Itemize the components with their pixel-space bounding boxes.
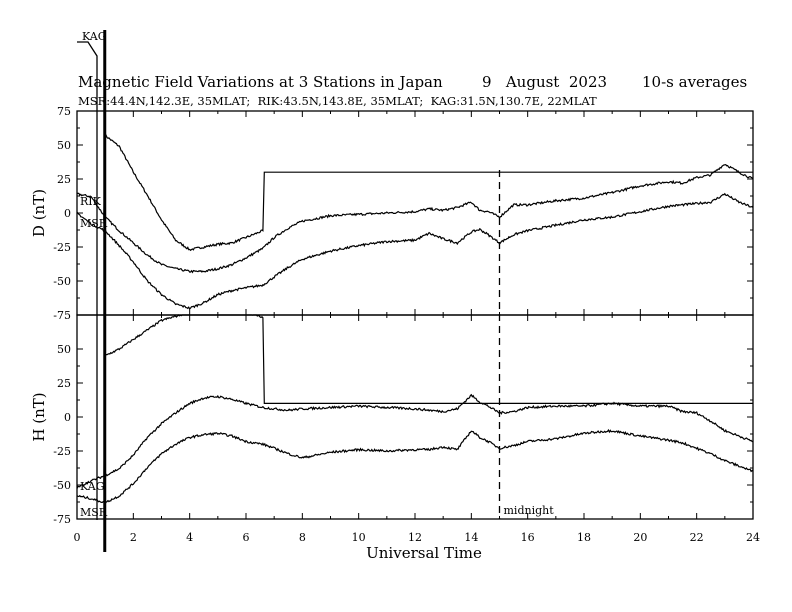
station-label-msr: MSR [80, 506, 108, 519]
y-tick-label: 25 [57, 173, 71, 186]
x-tick-label: 4 [186, 531, 193, 544]
chart-title: Magnetic Field Variations at 3 Stations … [78, 73, 443, 91]
y-tick-label: -75 [53, 513, 71, 526]
chart-averaging: 10-s averages [642, 73, 747, 91]
station-label-kag: KAG [80, 480, 105, 493]
x-tick-label: 8 [299, 531, 306, 544]
y-tick-label: -25 [53, 445, 71, 458]
x-axis-label: Universal Time [366, 544, 482, 562]
y-tick-label: -50 [53, 275, 71, 288]
x-tick-label: 24 [746, 531, 760, 544]
x-tick-label: 6 [243, 531, 250, 544]
y-tick-label: -75 [53, 309, 71, 322]
plot-area: 75 50 25 0 -25 -50 -75 D (nT) RIK MSR 50 25 0 -25 -50 -… [30, 30, 760, 552]
y-tick-label: 75 [57, 105, 71, 118]
series-msr-line [76, 428, 754, 505]
x-tick-label: 2 [130, 531, 137, 544]
y-axis-label: H (nT) [30, 392, 48, 441]
panel-h: 50 25 0 -25 -50 -75 H (nT) KAG MSR [30, 314, 754, 526]
station-label-rik: RIK [80, 195, 102, 208]
series-rik-line [76, 393, 753, 489]
series-rik-line [76, 163, 754, 274]
x-tick-label: 18 [577, 531, 591, 544]
x-tick-label: 22 [690, 531, 704, 544]
x-tick-label: 0 [74, 531, 81, 544]
kag-offscale-trace [77, 41, 98, 520]
kag-offscale-label: KAG [82, 30, 107, 43]
x-tick-label: 14 [464, 531, 478, 544]
x-tick-label: 10 [352, 531, 366, 544]
panel-frame [76, 314, 754, 520]
y-tick-label: 0 [64, 207, 71, 220]
station-info: MSR:44.4N,142.3E, 35MLAT; RIK:43.5N,143.… [78, 94, 597, 108]
chart-date: 9 August 2023 [482, 73, 607, 91]
series-kag-line [103, 314, 753, 488]
station-label-msr: MSR [80, 217, 108, 230]
x-tick-label: 12 [408, 531, 422, 544]
y-tick-label: -25 [53, 241, 71, 254]
y-axis-label: D (nT) [30, 189, 48, 237]
y-tick-label: 0 [64, 411, 71, 424]
y-tick-label: 50 [57, 139, 71, 152]
y-tick-label: 25 [57, 377, 71, 390]
y-tick-label: -50 [53, 479, 71, 492]
x-tick-label: 20 [633, 531, 647, 544]
y-tick-label: 50 [57, 343, 71, 356]
series-kag-line [103, 134, 753, 252]
panel-d: 75 50 25 0 -25 -50 -75 D (nT) RIK MSR [30, 105, 754, 322]
midnight-label: midnight [504, 504, 555, 517]
series-msr-line [76, 192, 754, 310]
x-tick-label: 16 [521, 531, 535, 544]
